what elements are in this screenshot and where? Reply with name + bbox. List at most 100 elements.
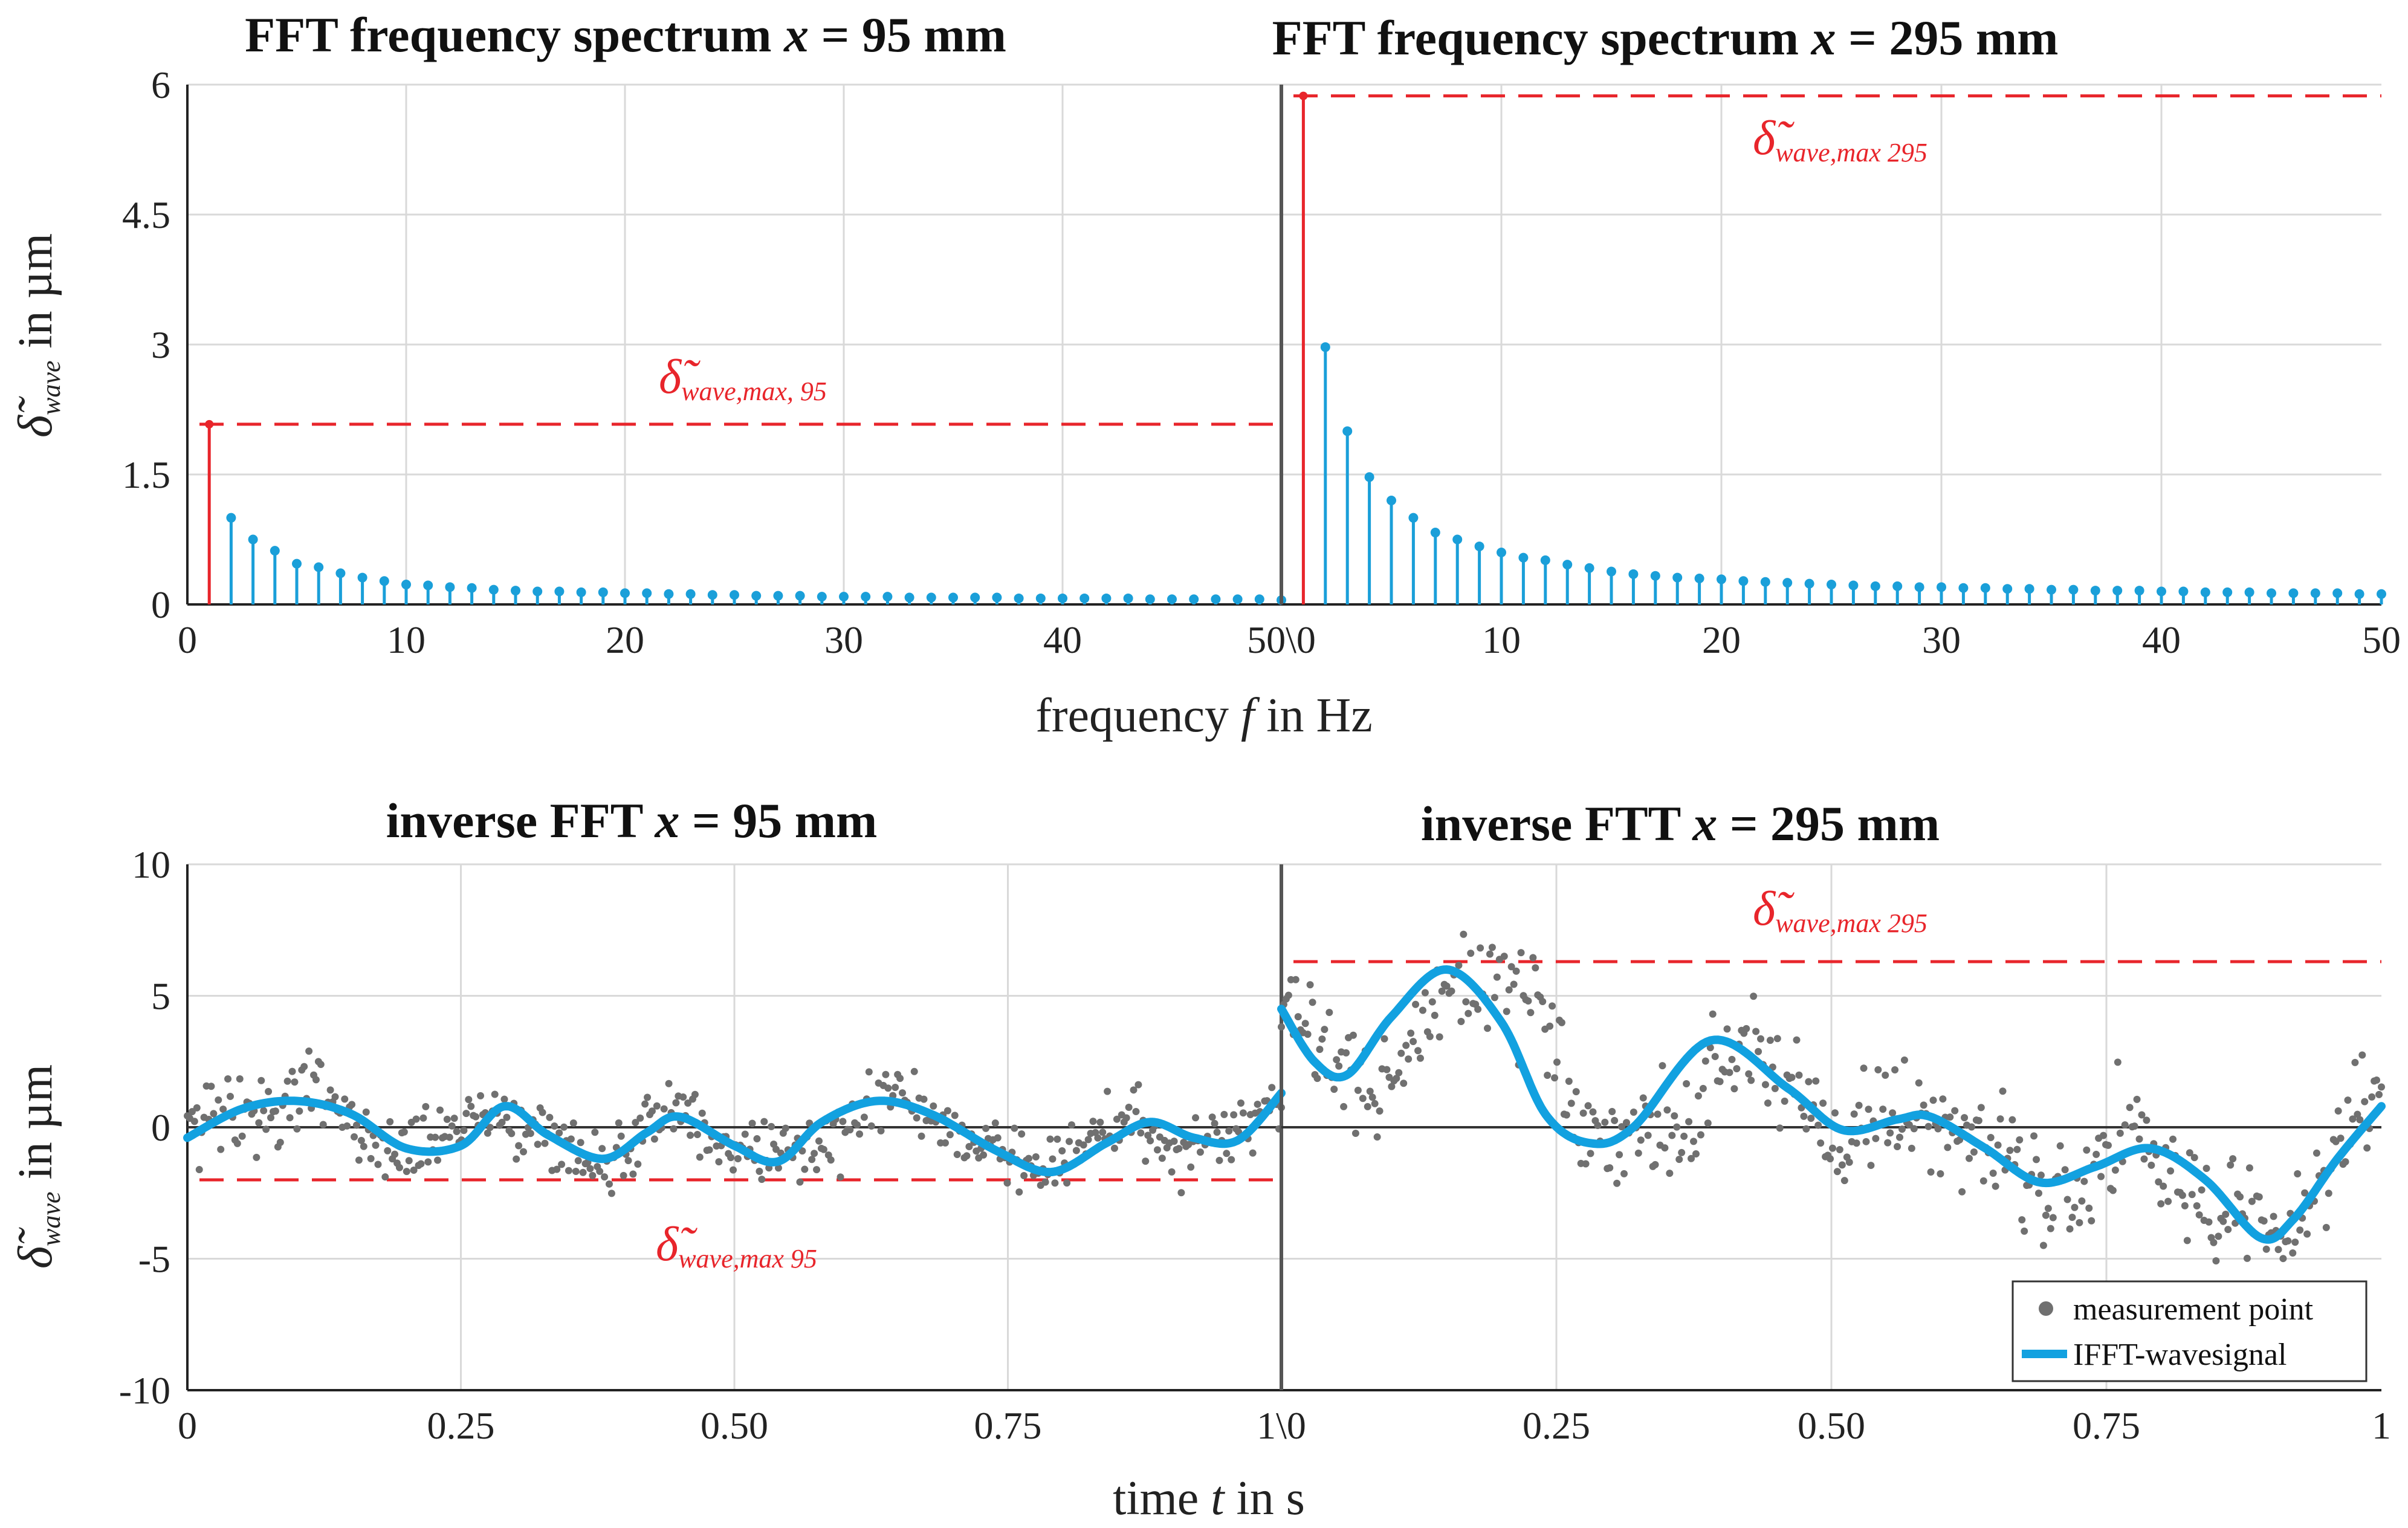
fft295-stem-head (2134, 586, 2144, 596)
fft95-ticks: 0 10 20 30 40 50\0 0 1.5 3 4.5 6 (122, 63, 1316, 661)
ifft295-measurement-point (2245, 1164, 2253, 1172)
ifft295-measurement-point (1827, 1155, 1834, 1163)
ifft95-measurement-point (215, 1096, 222, 1104)
ifft95-measurement-point (705, 1146, 713, 1154)
ifft295-measurement-point (2126, 1104, 2134, 1112)
ifft95-measurement-point (233, 1139, 241, 1147)
ifft295-measurement-point (2291, 1238, 2299, 1246)
ifft295-measurement-point (2104, 1141, 2112, 1149)
fft95-stem-head (554, 586, 565, 597)
ifft95-measurement-point (207, 1083, 215, 1090)
fft295-stem-head (1628, 569, 1639, 579)
ifft95-measurement-point (565, 1167, 572, 1174)
ifft95-measurement-point (670, 1125, 678, 1133)
ifft95-measurement-point (896, 1075, 904, 1083)
ifft295-measurement-point (1562, 1111, 1570, 1119)
ifft295-measurement-point (2135, 1135, 2143, 1143)
ifft95-measurement-point (372, 1141, 380, 1149)
ifft95-measurement-point (1094, 1134, 1102, 1142)
fft295-ticks: 10 20 30 40 50 (1482, 618, 2401, 661)
ifft95-measurement-point (617, 1132, 625, 1140)
ifft95-measurement-point (419, 1114, 427, 1122)
fft95-stem-head (576, 587, 586, 597)
ifft95-measurement-point (813, 1166, 821, 1174)
legend-box (2012, 1280, 2368, 1382)
ifft95-measurement-point (462, 1110, 470, 1118)
ifft295-measurement-point (1584, 1102, 1592, 1110)
ifft95-measurement-point (348, 1101, 356, 1109)
ifft295-measurement-point (2071, 1203, 2079, 1211)
ifft295-measurement-point (2178, 1191, 2186, 1199)
fft295-panel: FFT frequency spectrum x = 295 mm δ̃wave… (1272, 10, 2401, 661)
ifft295-measurement-point (1622, 1119, 1630, 1127)
fft95-stem-head (292, 558, 302, 569)
ifft95-measurement-point (1134, 1081, 1142, 1089)
fft95-stem-head (335, 568, 346, 578)
ifft95-measurement-point (374, 1161, 382, 1168)
ifft295-measurement-point (2224, 1226, 2232, 1234)
ifft295-measurement-point (1886, 1129, 1894, 1137)
ifft95-measurement-point (448, 1122, 456, 1130)
ifft95-measurement-point (653, 1102, 661, 1110)
ifft95-measurement-point (1041, 1178, 1049, 1186)
ifft295-xtick-label: 0.50 (1798, 1404, 1865, 1447)
ifft295-measurement-point (1701, 1057, 1709, 1065)
ifft95-measurement-point (698, 1109, 706, 1117)
ifft295-measurement-point (1920, 1101, 1927, 1109)
ifft295-measurement-point (1500, 953, 1508, 960)
ifft95-measurement-point (756, 1167, 763, 1175)
ifft95-xtick-label: 0 (178, 1404, 197, 1447)
ifft295-measurement-point (2301, 1189, 2309, 1197)
ifft295-measurement-point (1306, 981, 1314, 989)
fft295-red-stem-head (1299, 91, 1308, 100)
ifft295-measurement-point (2042, 1211, 2050, 1219)
fft295-stem-head (1717, 574, 1726, 584)
ifft95-measurement-point (1015, 1188, 1023, 1196)
ifft295-measurement-point (1855, 1101, 1863, 1109)
ifft95-measurement-point (930, 1102, 937, 1110)
ifft295-measurement-point (1594, 1121, 1602, 1129)
fft95-stem-head (598, 587, 608, 597)
ifft295-measurement-point (1549, 1002, 1556, 1010)
ifft295-measurement-point (2195, 1211, 2203, 1219)
ifft95-measurement-point (515, 1142, 523, 1150)
ifft295-measurement-point (2361, 1098, 2369, 1106)
ifft95-measurement-point (558, 1161, 566, 1168)
ifft295-measurement-point (1773, 1035, 1781, 1043)
ifft95-measurement-point (417, 1160, 425, 1168)
ifft95-measurement-point (774, 1164, 782, 1172)
fft295-stem-head (1848, 580, 1859, 591)
ifft95-measurement-point (405, 1157, 413, 1165)
ifft95-measurement-point (465, 1096, 473, 1104)
fft95-stem-head (401, 580, 411, 590)
ifft295-measurement-point (2097, 1173, 2105, 1180)
ifft295-measurement-point (2131, 1122, 2138, 1130)
ifft295-measurement-point (1987, 1134, 1995, 1142)
fft295-xtick-label: 40 (2142, 618, 2181, 661)
ifft95-measurement-point (730, 1166, 737, 1174)
ifft295-measurement-point (1460, 930, 1468, 938)
ifft295-measurement-point (1800, 1112, 1808, 1120)
ifft295-measurement-point (1967, 1123, 1975, 1131)
ifft95-measurement-point (579, 1168, 587, 1176)
fft295-xtick-label: 50 (2362, 618, 2401, 661)
fft295-stem-head (1364, 472, 1374, 482)
ifft295-measurement-point (1961, 1114, 1969, 1122)
ifft95-measurement-point (607, 1190, 615, 1197)
ifft295-measurement-point (1333, 1056, 1341, 1064)
ifft295-measurement-point (1368, 1093, 1376, 1101)
fft95-xtick-label: 10 (387, 618, 426, 661)
ifft295-measurement-point (2016, 1136, 2024, 1144)
ifft295-measurement-point (1817, 1139, 1825, 1147)
ifft295-measurement-point (2337, 1135, 2345, 1142)
ifft295-measurement-point (1294, 1013, 1302, 1021)
ifft295-measurement-point (1400, 1080, 1408, 1087)
ifft295-measurement-point (1654, 1110, 1662, 1118)
ifft95-measurement-point (513, 1155, 520, 1163)
ifft95-measurement-point (1196, 1148, 1204, 1156)
ifft295-measurement-point (1711, 1052, 1719, 1060)
ifft295-measurement-point (2260, 1217, 2268, 1225)
ifft95-measurement-point (219, 1106, 227, 1113)
ifft95-measurement-point (1187, 1163, 1195, 1171)
ifft95-measurement-point (357, 1136, 365, 1144)
